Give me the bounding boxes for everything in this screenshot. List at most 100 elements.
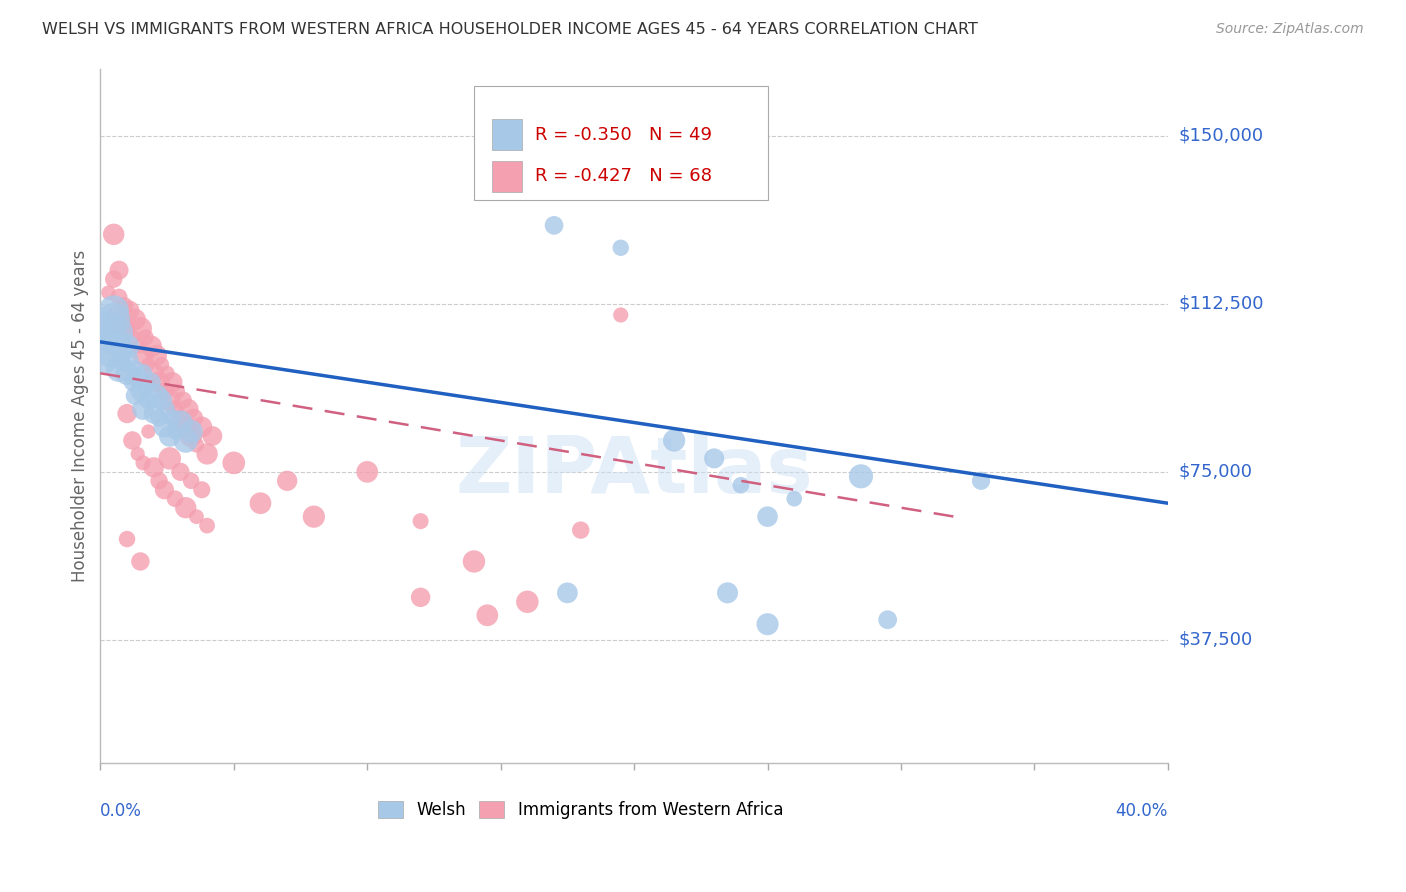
- Point: [94, 352, 117, 367]
- Point: [195, 518, 218, 533]
- Point: [166, 384, 188, 399]
- Point: [156, 366, 179, 380]
- Point: [186, 509, 208, 524]
- Point: [169, 411, 191, 425]
- Point: [165, 425, 187, 439]
- Point: [222, 456, 245, 470]
- Text: Source: ZipAtlas.com: Source: ZipAtlas.com: [1216, 22, 1364, 37]
- Point: [180, 425, 202, 439]
- Point: [463, 554, 485, 568]
- Text: R = -0.427   N = 68: R = -0.427 N = 68: [534, 167, 711, 186]
- Point: [142, 407, 165, 421]
- Point: [145, 348, 167, 362]
- Point: [174, 500, 197, 515]
- Point: [100, 330, 122, 344]
- Point: [108, 290, 131, 304]
- Point: [97, 285, 120, 300]
- Point: [124, 389, 146, 403]
- Point: [148, 474, 170, 488]
- Point: [118, 352, 141, 367]
- Text: 0.0%: 0.0%: [100, 802, 142, 820]
- Point: [409, 514, 432, 528]
- Point: [153, 420, 176, 434]
- Point: [115, 366, 138, 380]
- Point: [118, 303, 141, 318]
- Point: [132, 456, 155, 470]
- FancyBboxPatch shape: [492, 119, 522, 150]
- Point: [115, 321, 138, 335]
- Point: [195, 447, 218, 461]
- Point: [356, 465, 378, 479]
- Point: [756, 509, 779, 524]
- Point: [183, 411, 205, 425]
- Point: [716, 586, 738, 600]
- Point: [159, 451, 181, 466]
- Point: [108, 263, 131, 277]
- Point: [103, 312, 125, 326]
- Point: [127, 339, 149, 353]
- Point: [115, 339, 138, 353]
- Point: [138, 357, 160, 371]
- Point: [162, 375, 184, 389]
- Point: [150, 393, 173, 408]
- Text: R = -0.350   N = 49: R = -0.350 N = 49: [534, 126, 711, 144]
- Point: [477, 608, 499, 623]
- Point: [121, 375, 143, 389]
- Point: [150, 357, 173, 371]
- Point: [132, 348, 155, 362]
- Point: [115, 407, 138, 421]
- Point: [543, 219, 565, 233]
- Point: [148, 411, 170, 425]
- Point: [103, 227, 125, 242]
- Point: [121, 434, 143, 448]
- Point: [610, 308, 633, 322]
- Point: [156, 402, 179, 417]
- Point: [970, 474, 993, 488]
- Point: [249, 496, 271, 510]
- Point: [165, 491, 187, 506]
- Point: [169, 465, 191, 479]
- Point: [115, 532, 138, 546]
- Point: [516, 595, 538, 609]
- Point: [172, 393, 194, 408]
- Text: $150,000: $150,000: [1180, 127, 1264, 145]
- Point: [108, 334, 131, 349]
- Point: [409, 591, 432, 605]
- Point: [138, 393, 160, 408]
- Text: ZIPAtlas: ZIPAtlas: [456, 434, 813, 509]
- Point: [124, 361, 146, 376]
- Point: [127, 447, 149, 461]
- Point: [730, 478, 752, 492]
- Legend: Welsh, Immigrants from Western Africa: Welsh, Immigrants from Western Africa: [373, 796, 789, 824]
- Point: [159, 393, 181, 408]
- Point: [148, 375, 170, 389]
- Point: [177, 402, 200, 417]
- Point: [142, 366, 165, 380]
- Point: [849, 469, 872, 483]
- Text: $112,500: $112,500: [1180, 294, 1264, 313]
- Point: [662, 434, 685, 448]
- Point: [180, 474, 202, 488]
- Point: [876, 613, 898, 627]
- Point: [153, 483, 176, 497]
- Point: [174, 434, 197, 448]
- Point: [139, 375, 162, 389]
- Point: [112, 357, 135, 371]
- Point: [174, 420, 197, 434]
- Point: [756, 617, 779, 632]
- Point: [135, 330, 157, 344]
- Point: [783, 491, 806, 506]
- Point: [145, 389, 167, 403]
- Point: [103, 303, 125, 318]
- Text: $75,000: $75,000: [1180, 463, 1253, 481]
- Point: [165, 402, 187, 417]
- Point: [142, 460, 165, 475]
- Point: [138, 425, 160, 439]
- Text: WELSH VS IMMIGRANTS FROM WESTERN AFRICA HOUSEHOLDER INCOME AGES 45 - 64 YEARS CO: WELSH VS IMMIGRANTS FROM WESTERN AFRICA …: [42, 22, 979, 37]
- Point: [153, 384, 176, 399]
- Point: [569, 523, 592, 537]
- Point: [201, 429, 224, 443]
- Point: [129, 321, 152, 335]
- Point: [124, 312, 146, 326]
- Point: [129, 554, 152, 568]
